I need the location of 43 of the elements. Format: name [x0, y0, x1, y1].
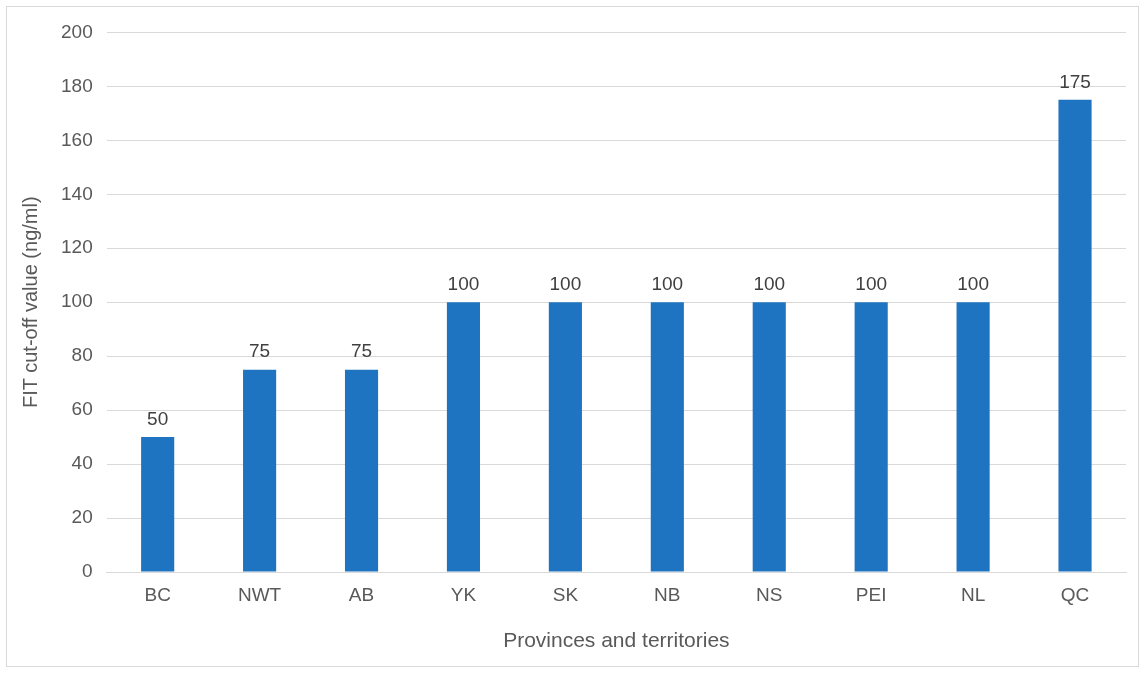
y-tick-label: 80	[71, 344, 93, 366]
bar	[141, 437, 175, 572]
y-tick-label: 120	[61, 236, 93, 258]
y-tick-label: 140	[61, 182, 93, 204]
x-tick-label: PEI	[855, 583, 887, 605]
bar	[650, 302, 684, 572]
data-label: 100	[651, 272, 684, 294]
bar	[446, 302, 481, 572]
x-tick-label: NL	[960, 583, 986, 605]
bar	[548, 302, 582, 572]
bar	[752, 302, 786, 572]
bar	[854, 302, 888, 572]
y-tick-label: 160	[61, 128, 93, 150]
data-label: 100	[957, 272, 989, 294]
y-tick-label: 20	[71, 506, 93, 528]
data-label: 100	[447, 272, 480, 294]
x-tick-label: NB	[654, 583, 681, 605]
x-tick-label: AB	[348, 583, 375, 605]
x-tick-label: BC	[144, 583, 171, 605]
x-tick-label: QC	[1060, 583, 1090, 605]
bar	[243, 369, 277, 572]
x-tick-label: SK	[552, 583, 579, 605]
x-tick-label: NWT	[237, 583, 282, 605]
y-tick-label: 100	[61, 290, 93, 312]
x-tick-label: NS	[756, 583, 783, 605]
bar	[344, 369, 379, 572]
y-tick-label: 200	[61, 20, 93, 42]
data-label: 100	[855, 272, 888, 294]
data-label: 100	[753, 272, 786, 294]
y-tick-label: 0	[82, 560, 93, 582]
y-tick-label: 180	[61, 74, 93, 96]
data-label: 175	[1059, 70, 1091, 92]
data-label: 100	[549, 272, 582, 294]
data-label: 50	[147, 407, 169, 429]
data-label: 75	[350, 340, 373, 362]
bar	[1058, 99, 1092, 572]
x-tick-label: YK	[450, 583, 477, 605]
y-tick-label: 60	[71, 398, 93, 420]
data-label: 75	[249, 340, 271, 362]
bar	[956, 302, 990, 572]
y-tick-label: 40	[71, 452, 93, 474]
x-axis-title: Provinces and territories	[503, 628, 730, 652]
y-axis-title: FIT cut-off value (ng/ml)	[18, 196, 41, 408]
